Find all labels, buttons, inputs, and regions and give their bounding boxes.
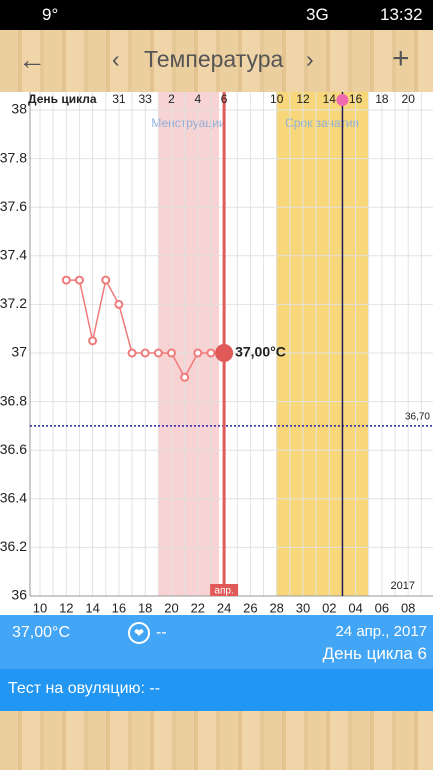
point xyxy=(88,336,98,346)
x-tick-label: 04 xyxy=(348,600,362,615)
point xyxy=(127,348,137,358)
y-tick-label: 37.8 xyxy=(0,149,27,165)
prev-button[interactable]: ‹ xyxy=(112,46,120,72)
today-point xyxy=(215,344,234,362)
point xyxy=(193,348,203,358)
day-info: 37,00°C ❤ -- 24 апр., 2017 День цикла 6 xyxy=(0,615,433,669)
ovulation-marker xyxy=(336,94,349,106)
cycle-day-label: 14 xyxy=(323,92,337,106)
point xyxy=(101,275,111,285)
x-tick-label: 14 xyxy=(85,600,99,615)
point xyxy=(114,299,124,309)
x-tick-label: 24 xyxy=(217,600,231,615)
y-tick-label: 36.2 xyxy=(0,538,27,554)
today-label: 37,00°C xyxy=(235,344,286,360)
x-tick-label: 16 xyxy=(112,600,126,615)
cycle-day-label: 18 xyxy=(375,92,389,106)
x-tick-label: 22 xyxy=(191,600,205,615)
ovulation-test[interactable]: Тест на овуляцию: -- xyxy=(0,669,433,711)
x-tick-label: 02 xyxy=(322,600,336,615)
y-tick-label: 36.6 xyxy=(0,441,27,457)
back-button[interactable]: ← xyxy=(18,44,46,75)
note: -- xyxy=(156,624,167,641)
toolbar: ← ‹ Температура › + xyxy=(0,30,433,92)
point xyxy=(167,348,176,358)
point xyxy=(153,348,163,358)
row-title: День цикла xyxy=(28,92,97,106)
y-tick-label: 37.2 xyxy=(0,295,27,311)
x-tick-label: 12 xyxy=(59,600,73,615)
band-label: Срок зачатия xyxy=(285,116,359,130)
reference-label: 36,70 xyxy=(405,412,430,423)
y-tick-label: 36.4 xyxy=(0,490,27,506)
y-tick-label: 37.6 xyxy=(0,198,27,214)
today-marker: апр. xyxy=(214,586,233,597)
x-tick-label: 28 xyxy=(269,600,283,615)
point xyxy=(74,275,84,285)
y-tick-label: 37.4 xyxy=(0,247,27,263)
cycle-day-label: 16 xyxy=(349,92,363,106)
cycle-day-label: 20 xyxy=(402,92,416,106)
y-tick-label: 36.8 xyxy=(0,392,27,408)
cycle-day-label: 33 xyxy=(139,92,153,106)
x-tick-label: 08 xyxy=(401,600,415,615)
status-bar: 9° 3G 13:32 xyxy=(0,0,433,30)
x-tick-label: 10 xyxy=(33,600,47,615)
point xyxy=(61,275,71,285)
test-label: Тест на овуляцию: -- xyxy=(8,680,161,697)
x-tick-label: 06 xyxy=(375,600,389,615)
cycle-day-label: 31 xyxy=(112,92,126,106)
point xyxy=(140,348,150,358)
x-tick-label: 20 xyxy=(164,600,178,615)
y-tick-label: 36 xyxy=(11,587,27,603)
heart-icon[interactable]: ❤ xyxy=(128,622,150,644)
next-button[interactable]: › xyxy=(306,46,314,72)
x-tick-label: 30 xyxy=(296,600,310,615)
cycle-day-label: 12 xyxy=(296,92,310,106)
clock: 13:32 xyxy=(380,5,423,24)
network: 3G xyxy=(306,5,329,24)
cycle-day: День цикла 6 xyxy=(322,644,427,663)
y-tick-label: 38 xyxy=(11,101,27,117)
cycle-day-label: 2 xyxy=(168,92,175,106)
date: 24 апр., 2017 xyxy=(335,623,427,640)
cycle-day-label: 6 xyxy=(221,92,228,106)
y-tick-label: 37 xyxy=(11,344,27,360)
x-tick-label: 26 xyxy=(243,600,257,615)
cycle-day-label: 4 xyxy=(194,92,201,106)
add-button[interactable]: + xyxy=(392,42,410,75)
screen-title: Температура xyxy=(144,46,284,72)
year-label: 2017 xyxy=(391,580,415,592)
today-tag xyxy=(210,584,239,596)
band xyxy=(158,92,219,596)
weather: 9° xyxy=(42,5,59,24)
point xyxy=(180,372,190,382)
band-label: Менструации xyxy=(151,116,225,130)
point xyxy=(206,348,216,358)
band xyxy=(276,92,368,596)
x-tick-label: 18 xyxy=(138,600,152,615)
temperature-chart: Менструации Срок зачатия 36 36.2 36.4 36.6 36.… xyxy=(0,92,433,615)
temperature-value: 37,00°C xyxy=(12,624,70,641)
cycle-day-label: 10 xyxy=(270,92,284,106)
